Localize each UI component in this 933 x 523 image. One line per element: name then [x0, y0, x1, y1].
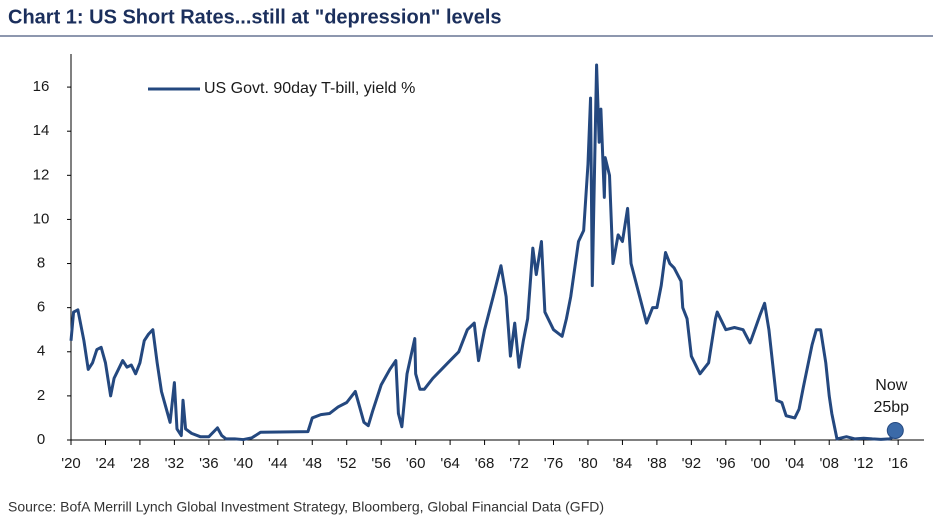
series-line	[69, 63, 899, 442]
y-tick-label: 4	[37, 343, 45, 360]
x-tick-label: '36	[199, 455, 219, 472]
y-tick-label: 14	[33, 122, 50, 139]
x-tick-label: '96	[716, 455, 736, 472]
annotation-text: Now	[875, 377, 907, 394]
annotation-marker	[886, 421, 904, 439]
x-tick-label: '40	[234, 455, 254, 472]
x-tick-label: '32	[165, 455, 185, 472]
annotation-text: 25bp	[873, 399, 909, 416]
x-tick-label: '08	[819, 455, 839, 472]
x-tick-label: '52	[337, 455, 357, 472]
x-tick-label: '44	[268, 455, 288, 472]
y-tick-label: 2	[37, 387, 45, 404]
x-tick-label: '68	[475, 455, 495, 472]
y-tick-label: 12	[33, 166, 50, 183]
y-tick-label: 8	[37, 255, 45, 272]
x-tick-label: '00	[751, 455, 771, 472]
y-tick-label: 0	[37, 431, 45, 448]
x-tick-label: '12	[854, 455, 874, 472]
x-tick-label: '28	[130, 455, 150, 472]
source: Source: BofA Merrill Lynch Global Invest…	[8, 499, 604, 515]
x-tick-label: '56	[371, 455, 391, 472]
x-tick-label: '80	[578, 455, 598, 472]
x-tick-label: '48	[302, 455, 322, 472]
x-tick-label: '88	[647, 455, 667, 472]
x-tick-label: '92	[682, 455, 702, 472]
y-tick-label: 16	[33, 78, 50, 95]
x-tick-label: '64	[440, 455, 460, 472]
x-tick-label: '04	[785, 455, 805, 472]
legend-label: US Govt. 90day T-bill, yield %	[204, 80, 415, 97]
x-tick-label: '76	[544, 455, 564, 472]
x-tick-label: '24	[96, 455, 116, 472]
x-tick-label: '72	[509, 455, 529, 472]
y-tick-label: 6	[37, 299, 45, 316]
x-tick-label: '16	[888, 455, 908, 472]
chart-title: Chart 1: US Short Rates...still at "depr…	[8, 6, 502, 28]
y-tick-label: 10	[33, 210, 50, 227]
x-tick-label: '20	[61, 455, 81, 472]
x-tick-label: '60	[406, 455, 426, 472]
x-tick-label: '84	[613, 455, 633, 472]
